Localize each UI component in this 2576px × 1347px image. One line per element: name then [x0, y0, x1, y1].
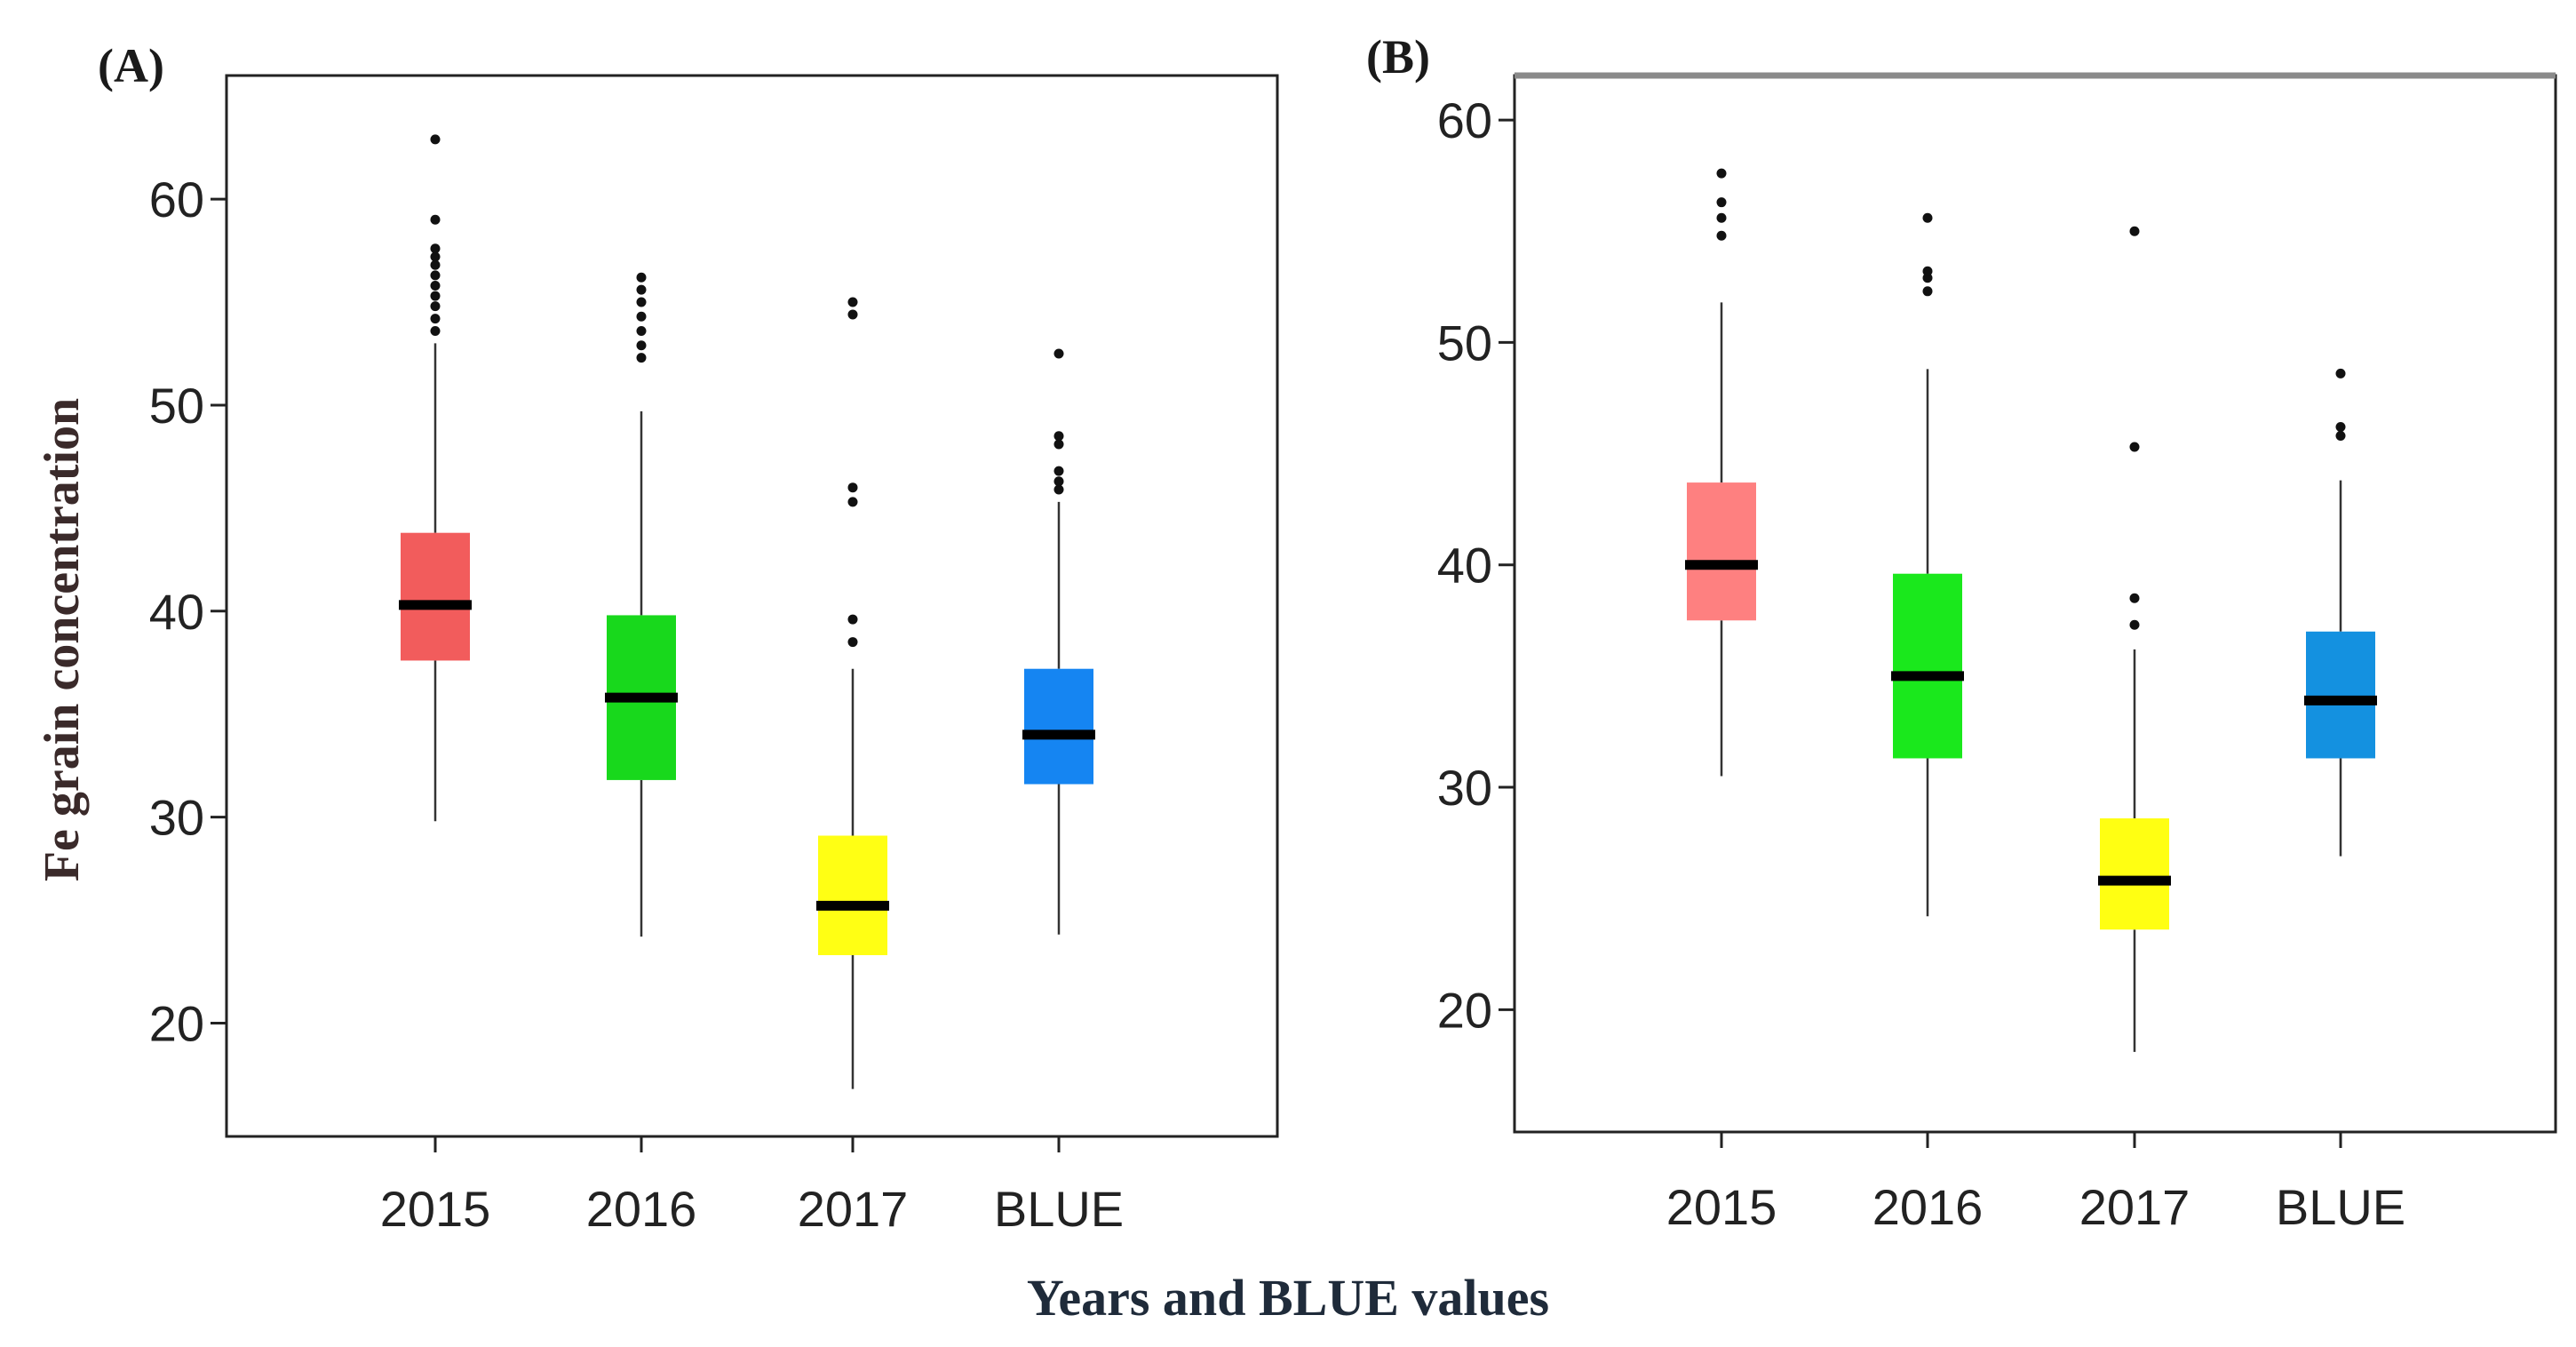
outlier-point — [847, 637, 858, 648]
box-blue — [1024, 668, 1093, 785]
outlier-point — [636, 272, 647, 283]
y-tick-label: 60 — [1437, 92, 1492, 148]
x-tick-label: 2015 — [1666, 1179, 1777, 1235]
y-tick-label: 40 — [1437, 538, 1492, 594]
y-axis-title: Fe grain concentration — [35, 398, 90, 881]
outlier-point — [636, 353, 647, 363]
outlier-point — [1716, 168, 1727, 179]
box-2017 — [818, 835, 887, 955]
outlier-point — [1053, 431, 1064, 442]
y-tick-label: 50 — [149, 378, 204, 434]
y-tick-label: 40 — [149, 584, 204, 640]
plot-frame — [1513, 74, 2557, 1134]
outlier-point — [430, 134, 441, 145]
outlier-point — [2335, 421, 2346, 432]
x-tick-label: BLUE — [994, 1181, 1124, 1237]
outlier-point — [1053, 466, 1064, 476]
plot-frame — [225, 74, 1279, 1138]
outlier-point — [1716, 230, 1727, 241]
panel-label: (B) — [1366, 30, 1430, 84]
outlier-point — [636, 311, 647, 322]
outlier-point — [636, 340, 647, 351]
outlier-point — [2129, 593, 2140, 603]
outlier-point — [1053, 476, 1064, 487]
y-tick-label: 30 — [149, 790, 204, 846]
outlier-point — [2129, 442, 2140, 452]
x-tick-label: 2016 — [1872, 1179, 1984, 1235]
outlier-point — [1922, 266, 1933, 276]
outlier-point — [1053, 348, 1064, 359]
outlier-point — [430, 259, 441, 270]
outlier-point — [1716, 197, 1727, 208]
outlier-point — [430, 291, 441, 301]
outlier-point — [1922, 212, 1933, 223]
x-axis-title: Years and BLUE values — [1027, 1269, 1549, 1327]
box-blue — [2306, 631, 2375, 759]
x-tick-label: BLUE — [2276, 1179, 2405, 1235]
panel-a: (A) 20 30 40 50 60 2015 2016 2017 BLUE — [98, 39, 1279, 1237]
y-tick-label: 60 — [149, 171, 204, 227]
outlier-point — [1922, 286, 1933, 297]
outlier-point — [1716, 212, 1727, 223]
outlier-point — [430, 214, 441, 225]
x-tick-label: 2016 — [586, 1181, 697, 1237]
outlier-point — [636, 284, 647, 295]
y-tick-label: 20 — [149, 995, 204, 1051]
box-2017 — [2100, 818, 2169, 930]
outlier-point — [430, 280, 441, 291]
outlier-point — [430, 314, 441, 324]
y-tick-label: 30 — [1437, 760, 1492, 816]
x-tick-label: 2015 — [380, 1181, 491, 1237]
outlier-point — [430, 301, 441, 312]
x-tick-label: 2017 — [798, 1181, 909, 1237]
y-tick-label: 50 — [1437, 315, 1492, 371]
outlier-point — [2335, 368, 2346, 379]
outlier-point — [636, 297, 647, 307]
outlier-point — [1053, 484, 1064, 495]
outlier-point — [430, 270, 441, 281]
outlier-point — [847, 497, 858, 507]
outlier-point — [847, 482, 858, 493]
box-2015 — [401, 532, 470, 661]
outlier-point — [430, 251, 441, 262]
outlier-point — [2335, 431, 2346, 442]
outlier-point — [636, 325, 647, 336]
outlier-point — [430, 325, 441, 336]
box-2015 — [1687, 482, 1756, 621]
outlier-point — [1053, 439, 1064, 450]
outlier-point — [847, 614, 858, 625]
box-2016 — [1893, 573, 1962, 759]
outlier-point — [2129, 226, 2140, 236]
x-tick-label: 2017 — [2079, 1179, 2190, 1235]
panel-b: (B) 20 30 40 50 60 2015 2016 2017 BLUE — [1366, 30, 2557, 1235]
outlier-point — [430, 243, 441, 254]
panel-label: (A) — [98, 39, 164, 92]
outlier-point — [2129, 619, 2140, 630]
y-tick-label: 20 — [1437, 982, 1492, 1038]
outlier-point — [847, 309, 858, 320]
outlier-point — [847, 297, 858, 307]
